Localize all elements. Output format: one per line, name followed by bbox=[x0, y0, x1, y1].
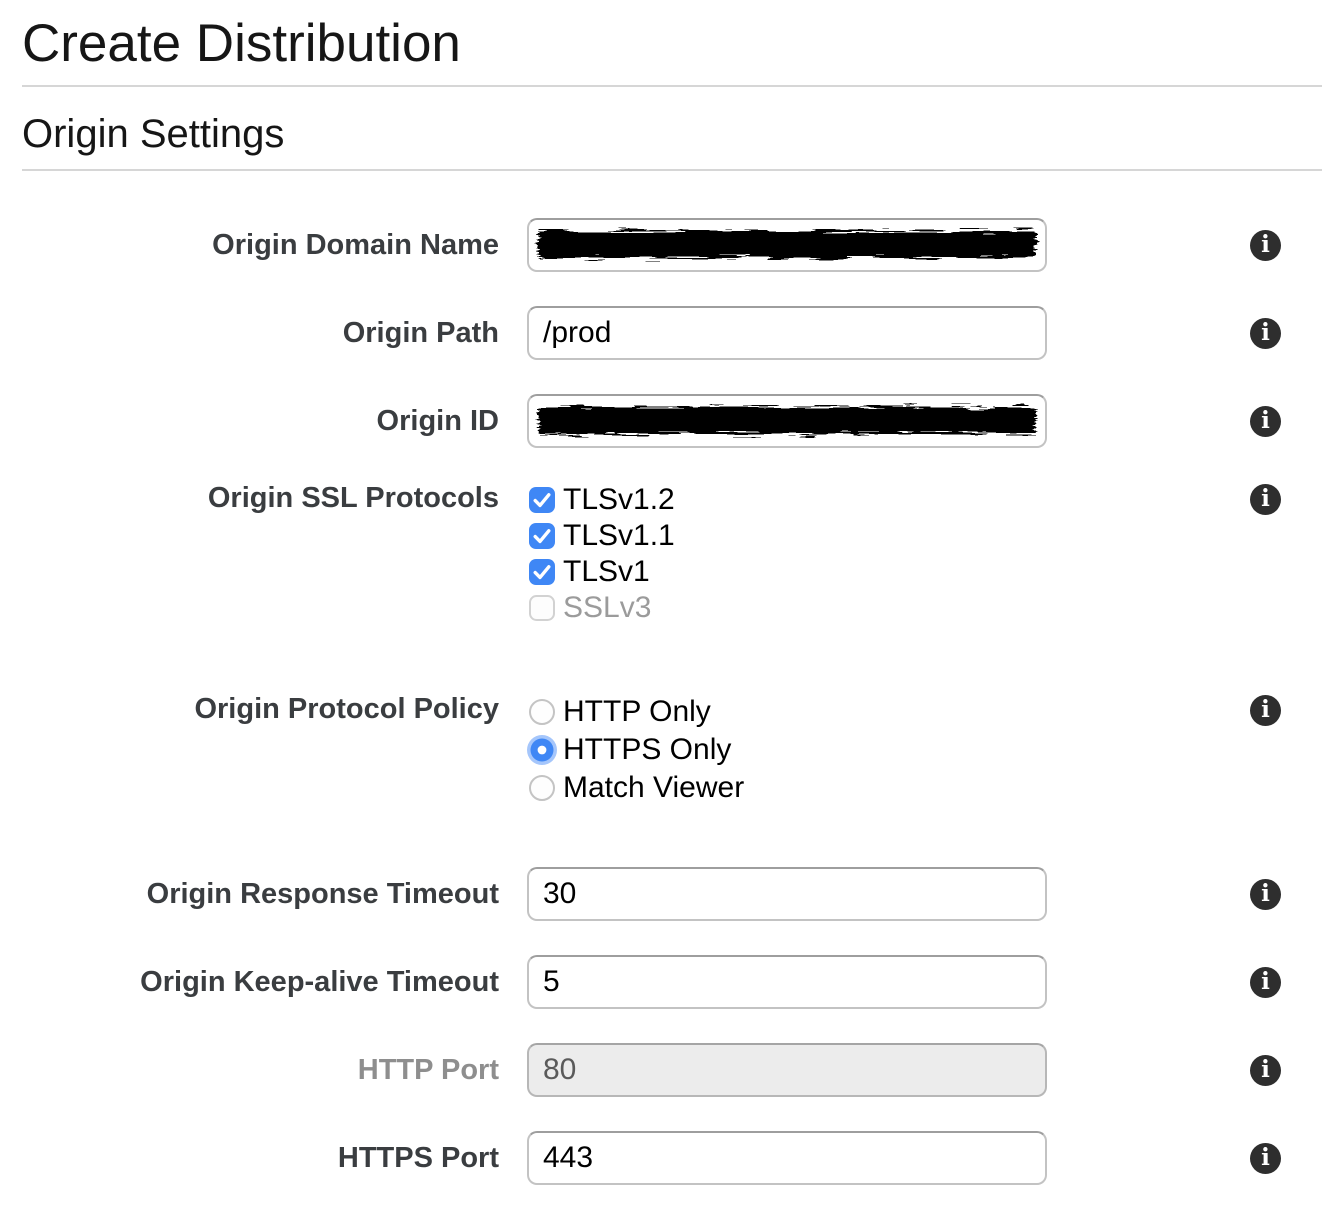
row-origin-keep-alive-timeout: Origin Keep-alive Timeout i bbox=[22, 955, 1322, 1009]
radio-option-https-only[interactable]: HTTPS Only bbox=[527, 731, 1047, 769]
origin-ssl-protocols-label: Origin SSL Protocols bbox=[207, 482, 499, 514]
radio-option-match-viewer[interactable]: Match Viewer bbox=[527, 769, 1047, 807]
checkbox-checked-icon bbox=[527, 485, 557, 515]
row-origin-id: Origin ID i bbox=[22, 394, 1322, 448]
origin-id-label: Origin ID bbox=[376, 405, 499, 437]
radio-selected-icon bbox=[527, 735, 557, 765]
info-icon[interactable]: i bbox=[1250, 966, 1281, 998]
divider bbox=[22, 169, 1322, 171]
https-port-input[interactable] bbox=[527, 1131, 1047, 1185]
protocol-policy-radio-group: HTTP Only HTTPS Only Match Viewer bbox=[527, 693, 1047, 807]
checkbox-option-tlsv1-2[interactable]: TLSv1.2 bbox=[527, 482, 1047, 518]
checkbox-option-sslv3[interactable]: SSLv3 bbox=[527, 590, 1047, 626]
checkbox-checked-icon bbox=[527, 557, 557, 587]
row-origin-response-timeout: Origin Response Timeout i bbox=[22, 867, 1322, 921]
radio-label: HTTPS Only bbox=[563, 733, 732, 766]
row-https-port: HTTPS Port i bbox=[22, 1131, 1322, 1185]
origin-path-input[interactable] bbox=[527, 306, 1047, 360]
checkbox-label: SSLv3 bbox=[563, 591, 652, 624]
row-origin-path: Origin Path i bbox=[22, 306, 1322, 360]
info-icon[interactable]: i bbox=[1250, 483, 1281, 515]
radio-option-http-only[interactable]: HTTP Only bbox=[527, 693, 1047, 731]
checkbox-label: TLSv1 bbox=[563, 555, 650, 588]
https-port-label: HTTPS Port bbox=[337, 1142, 499, 1174]
info-icon[interactable]: i bbox=[1250, 694, 1281, 726]
checkbox-label: TLSv1.1 bbox=[563, 519, 675, 552]
http-port-input bbox=[527, 1043, 1047, 1097]
section-title-origin-settings: Origin Settings bbox=[22, 112, 285, 156]
checkbox-option-tlsv1[interactable]: TLSv1 bbox=[527, 554, 1047, 590]
http-port-label: HTTP Port bbox=[357, 1054, 499, 1086]
checkbox-unchecked-icon bbox=[527, 593, 557, 623]
origin-domain-name-label: Origin Domain Name bbox=[212, 229, 499, 261]
page-title: Create Distribution bbox=[22, 14, 461, 73]
origin-id-input[interactable] bbox=[527, 394, 1047, 448]
row-origin-protocol-policy: Origin Protocol Policy HTTP Only HTTPS O… bbox=[22, 693, 1322, 833]
origin-response-timeout-label: Origin Response Timeout bbox=[146, 878, 499, 910]
origin-domain-name-input[interactable] bbox=[527, 218, 1047, 272]
info-icon[interactable]: i bbox=[1250, 405, 1281, 437]
info-icon[interactable]: i bbox=[1250, 229, 1281, 261]
checkbox-option-tlsv1-1[interactable]: TLSv1.1 bbox=[527, 518, 1047, 554]
checkbox-label: TLSv1.2 bbox=[563, 483, 675, 516]
origin-path-label: Origin Path bbox=[342, 317, 499, 349]
radio-label: HTTP Only bbox=[563, 695, 711, 728]
radio-label: Match Viewer bbox=[563, 771, 745, 804]
checkbox-checked-icon bbox=[527, 521, 557, 551]
origin-protocol-policy-label: Origin Protocol Policy bbox=[194, 693, 499, 725]
row-origin-domain-name: Origin Domain Name i bbox=[22, 218, 1322, 272]
row-http-port: HTTP Port i bbox=[22, 1043, 1322, 1097]
divider bbox=[22, 85, 1322, 87]
ssl-protocols-checkbox-group: TLSv1.2 TLSv1.1 TLSv1 bbox=[527, 482, 1047, 626]
origin-keep-alive-timeout-input[interactable] bbox=[527, 955, 1047, 1009]
origin-response-timeout-input[interactable] bbox=[527, 867, 1047, 921]
info-icon[interactable]: i bbox=[1250, 317, 1281, 349]
info-icon[interactable]: i bbox=[1250, 1142, 1281, 1174]
create-distribution-page: Create Distribution Origin Settings Orig… bbox=[0, 12, 1344, 1185]
info-icon[interactable]: i bbox=[1250, 878, 1281, 910]
origin-settings-form: Origin Domain Name i Origin Pat bbox=[22, 218, 1322, 1185]
info-icon[interactable]: i bbox=[1250, 1054, 1281, 1086]
origin-keep-alive-timeout-label: Origin Keep-alive Timeout bbox=[140, 966, 499, 998]
radio-unselected-icon bbox=[527, 773, 557, 803]
radio-unselected-icon bbox=[527, 697, 557, 727]
row-origin-ssl-protocols: Origin SSL Protocols TLSv1.2 TLSv1.1 bbox=[22, 482, 1322, 659]
